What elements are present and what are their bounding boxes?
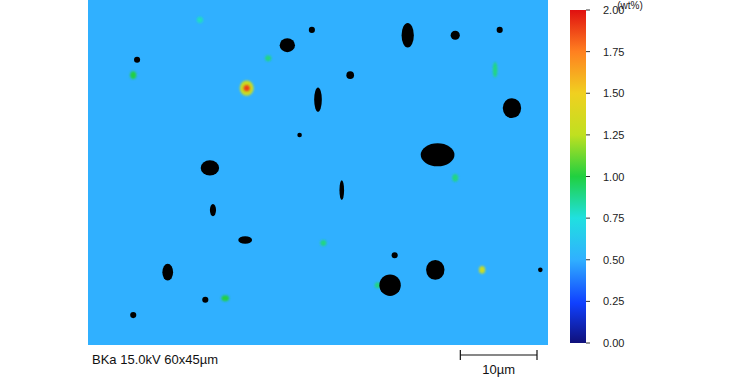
pore <box>421 143 455 166</box>
spot <box>130 71 136 79</box>
colorbar-tick <box>586 10 590 11</box>
spot <box>265 55 271 61</box>
spot <box>320 240 326 246</box>
pore <box>379 274 400 295</box>
pore <box>339 180 344 200</box>
pore <box>201 160 219 175</box>
spot <box>493 62 498 77</box>
pore <box>402 23 414 48</box>
colorbar-tick-label: 1.50 <box>603 87 624 99</box>
pore <box>162 264 173 281</box>
colorbar-tick <box>586 343 590 344</box>
map-background <box>88 0 548 345</box>
spot <box>244 85 250 91</box>
pore <box>297 133 302 138</box>
colorbar-tick-label: 0.00 <box>603 337 624 349</box>
pore <box>280 38 295 52</box>
pore <box>426 260 444 280</box>
pore <box>451 31 460 40</box>
pore <box>309 27 315 33</box>
spot <box>479 266 485 274</box>
colorbar-tick <box>586 134 590 135</box>
colorbar <box>570 10 586 343</box>
caption: BKa 15.0kV 60x45µm <box>92 352 218 367</box>
figure: 0.000.250.500.751.001.251.501.752.00(wt%… <box>0 0 756 385</box>
colorbar-tick-label: 1.00 <box>603 171 624 183</box>
scale-bar-label: 10µm <box>482 362 515 377</box>
colorbar-tick <box>586 176 590 177</box>
colorbar-label: (wt%) <box>617 0 643 11</box>
colorbar-tick <box>586 93 590 94</box>
pore <box>497 27 503 33</box>
pore <box>210 204 216 216</box>
spot <box>240 81 254 96</box>
spot <box>221 295 229 301</box>
pore <box>503 98 521 118</box>
pore <box>130 312 136 318</box>
pore <box>238 236 252 244</box>
colorbar-tick <box>586 51 590 52</box>
colorbar-tick-label: 1.75 <box>603 46 624 58</box>
pore <box>314 87 322 112</box>
colorbar-tick <box>586 218 590 219</box>
scale-bar <box>460 350 537 360</box>
colorbar-tick-label: 0.25 <box>603 295 624 307</box>
colorbar-tick-label: 0.50 <box>603 254 624 266</box>
colorbar-tick-label: 0.75 <box>603 212 624 224</box>
colorbar-tick-label: 1.25 <box>603 129 624 141</box>
pore <box>538 268 543 273</box>
pore <box>346 71 354 79</box>
spot <box>452 174 458 182</box>
colorbar-tick <box>586 301 590 302</box>
colorbar-tick <box>586 259 590 260</box>
map-marks <box>130 17 542 318</box>
pore <box>134 57 140 63</box>
spot <box>197 17 203 23</box>
pore <box>202 297 208 303</box>
pore <box>392 252 398 258</box>
